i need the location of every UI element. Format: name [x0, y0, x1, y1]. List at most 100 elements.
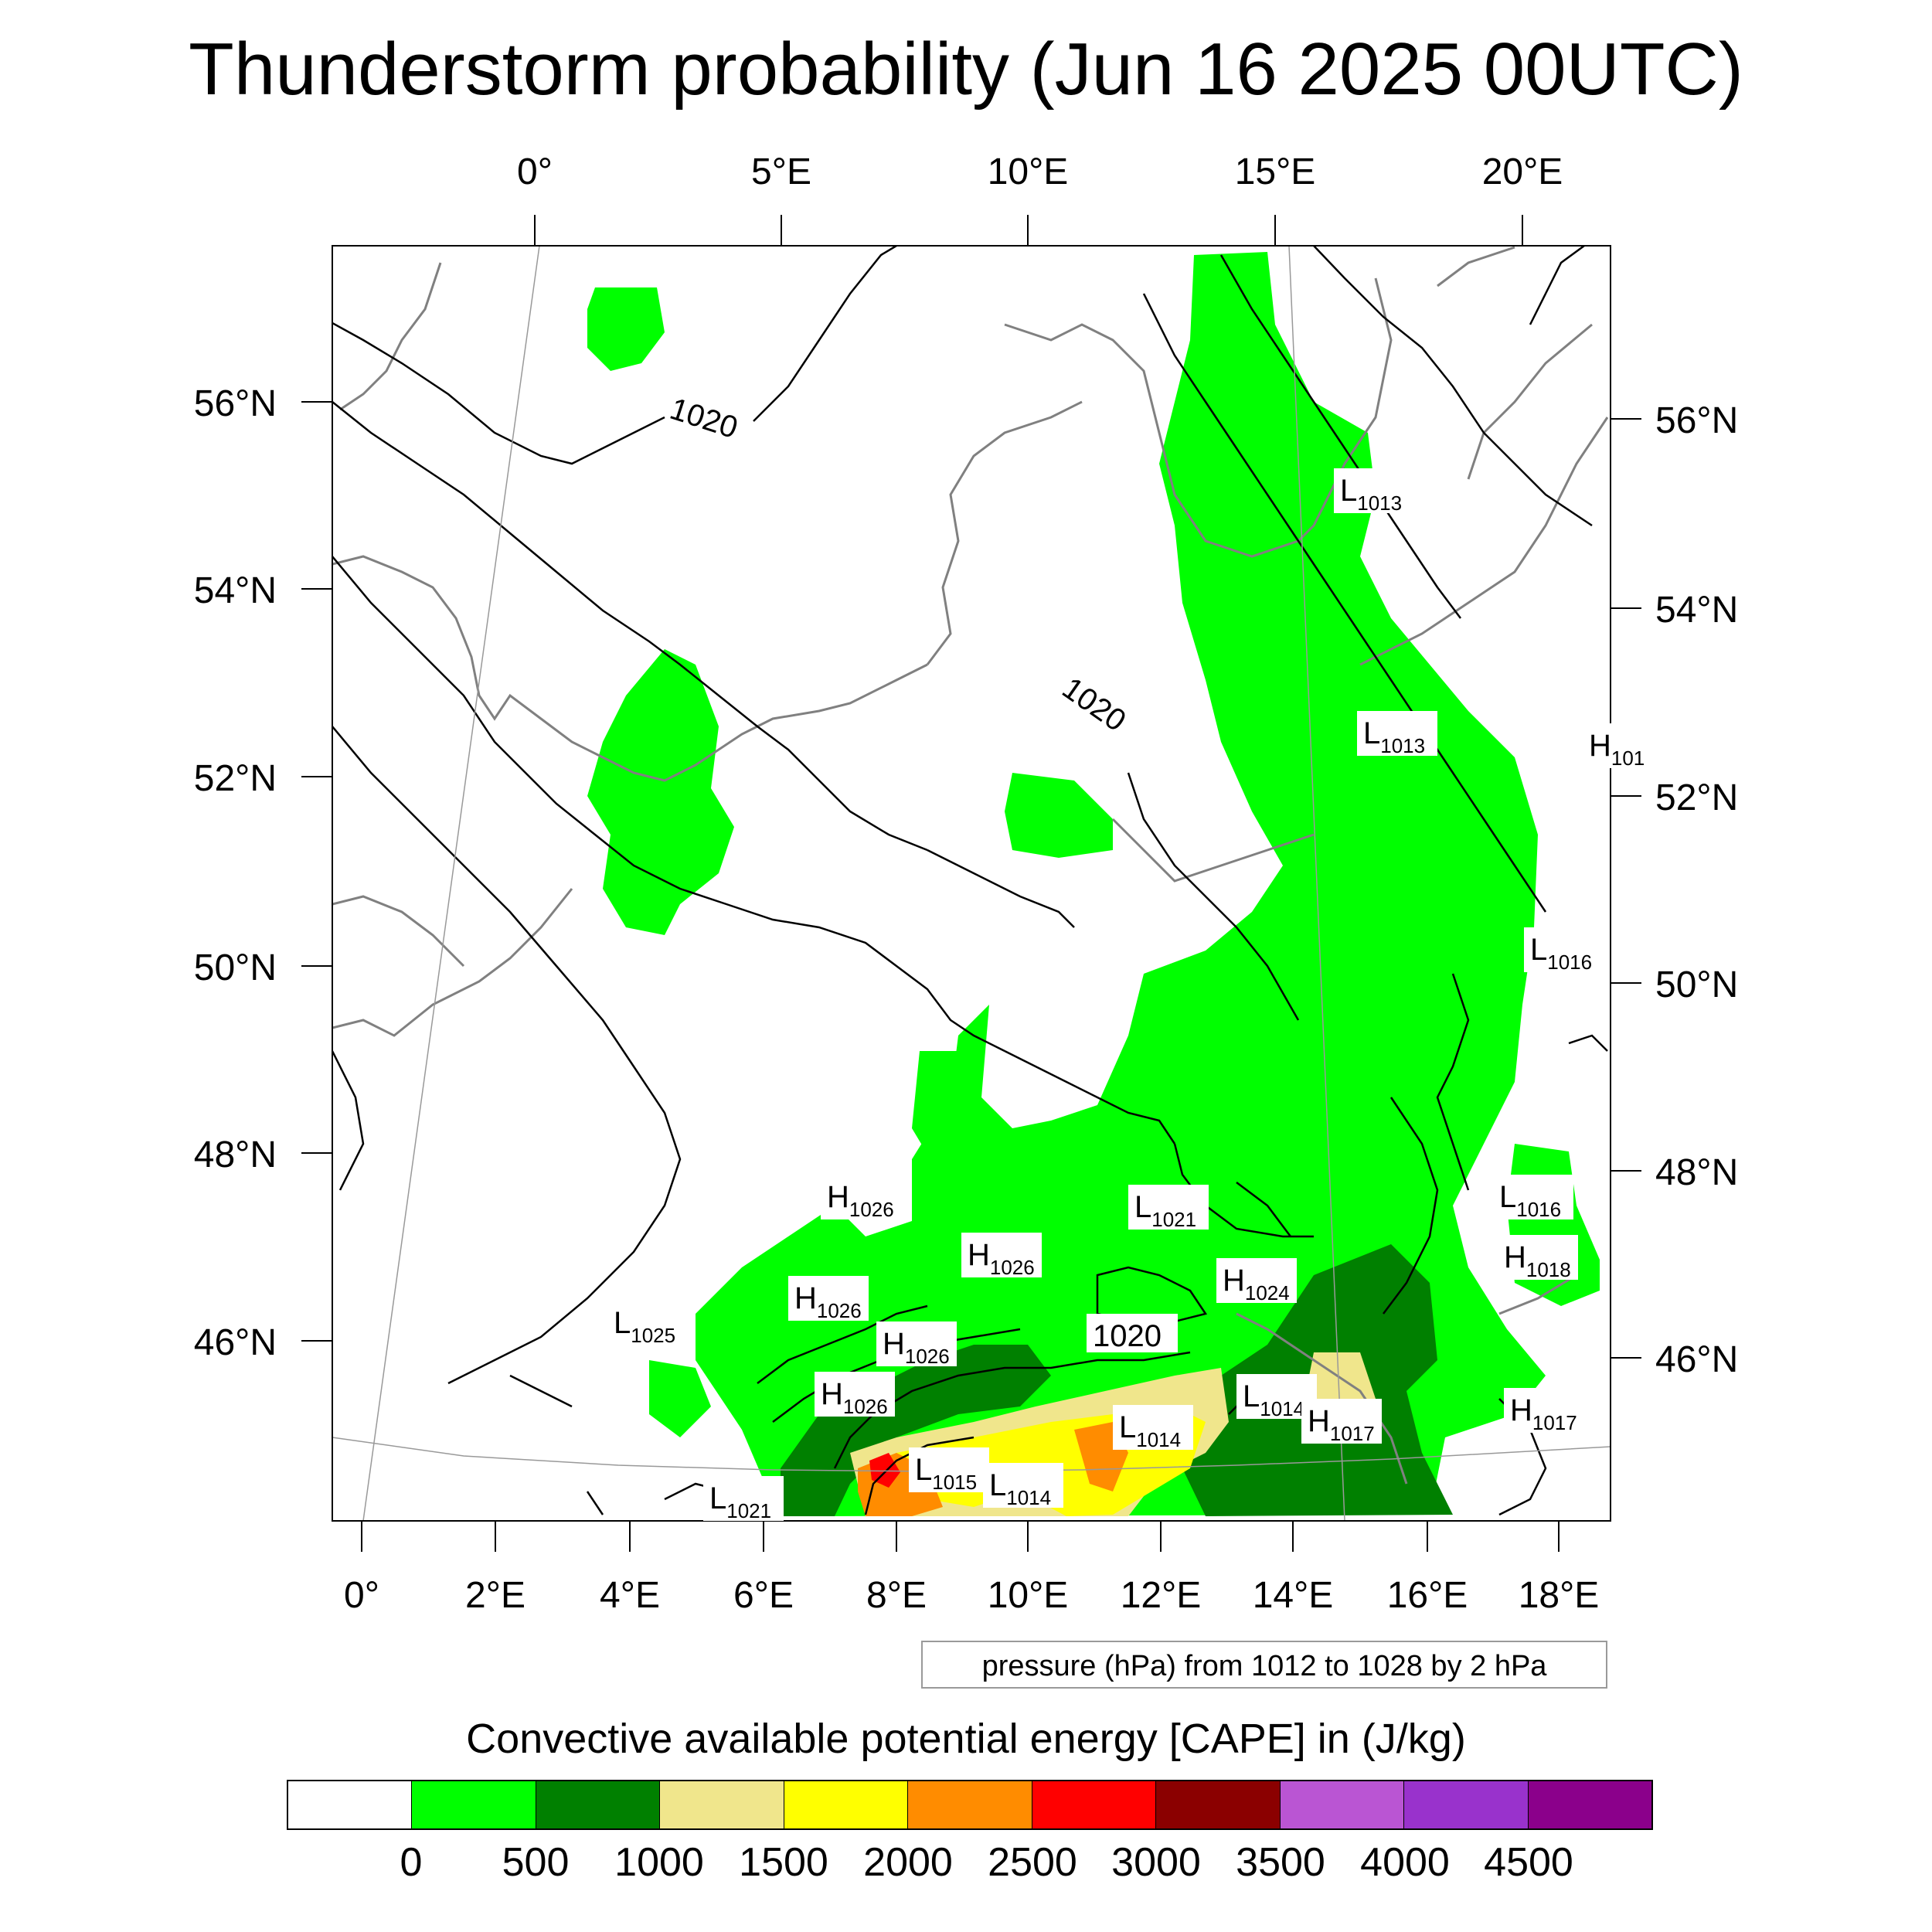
pressure-center-label: H1026 — [815, 1372, 895, 1418]
cape-region-0-500 — [696, 252, 1546, 1516]
isobar-label: 1020 — [666, 392, 742, 445]
colorbar-tick: 4000 — [1360, 1840, 1450, 1885]
svg-text:L1021: L1021 — [709, 1481, 771, 1522]
colorbar-tick: 3500 — [1236, 1840, 1325, 1885]
svg-text:H1026: H1026 — [794, 1281, 862, 1322]
svg-text:H1018: H1018 — [1504, 1240, 1571, 1281]
pressure-center-label: L1021 — [1128, 1185, 1209, 1231]
colorbar-swatch — [1156, 1781, 1281, 1828]
cape-region-0-500 — [912, 1051, 974, 1167]
colorbar-swatch — [288, 1781, 413, 1828]
svg-text:L1015: L1015 — [915, 1453, 977, 1494]
bottom-axis-label: 14°E — [1253, 1575, 1334, 1616]
cape-region-0-500 — [587, 287, 665, 371]
colorbar-swatch — [784, 1781, 909, 1828]
left-axis-labels: 56°N 54°N 52°N 50°N 48°N 46°N — [194, 383, 277, 1363]
top-axis-labels: 0° 5°E 10°E 15°E 20°E — [517, 151, 1563, 192]
pressure-center-label: H1018 — [1498, 1235, 1578, 1281]
colorbar-swatch — [536, 1781, 661, 1828]
colorbar-swatch — [908, 1781, 1032, 1828]
pressure-center-label: L1014 — [1113, 1405, 1193, 1451]
colorbar-swatch — [1528, 1781, 1651, 1828]
svg-text:H1017: H1017 — [1510, 1393, 1577, 1434]
cape-region-0-500 — [1507, 1144, 1600, 1306]
top-axis-label: 5°E — [751, 151, 811, 192]
cape-region-500-1000 — [781, 1345, 1051, 1516]
top-ticks — [534, 215, 1523, 246]
pressure-center-label: H1026 — [788, 1276, 869, 1322]
colorbar-tick: 2000 — [863, 1840, 953, 1885]
bottom-axis-label: 4°E — [600, 1575, 660, 1616]
colorbar-tick: 0 — [400, 1840, 423, 1885]
pressure-center-label: L1014 — [983, 1463, 1063, 1509]
svg-text:H1017: H1017 — [1308, 1404, 1375, 1445]
right-ticks — [1611, 418, 1641, 1359]
map-frame — [332, 245, 1611, 1522]
colorbar — [287, 1780, 1653, 1830]
pressure-center-label: L1013 — [1334, 468, 1414, 515]
svg-text:L1014: L1014 — [1243, 1379, 1304, 1420]
bottom-axis-label: 18°E — [1519, 1575, 1600, 1616]
pressure-center-label: L1014 — [1236, 1374, 1317, 1420]
top-axis-label: 10°E — [988, 151, 1069, 192]
cape-region-0-500 — [1005, 773, 1113, 858]
colorbar-swatch — [660, 1781, 784, 1828]
bottom-axis-labels: 0° 2°E 4°E 6°E 8°E 10°E 12°E 14°E 16°E 1… — [344, 1575, 1599, 1616]
svg-text:L1014: L1014 — [1119, 1410, 1181, 1451]
svg-text:H101: H101 — [1589, 729, 1645, 770]
svg-text:L1021: L1021 — [1134, 1190, 1196, 1231]
svg-text:L1016: L1016 — [1499, 1180, 1561, 1221]
pressure-center-label: H1017 — [1504, 1388, 1584, 1434]
right-axis-label: 56°N — [1655, 400, 1738, 441]
left-axis-label: 56°N — [194, 383, 277, 424]
left-ticks — [301, 401, 332, 1342]
coastlines — [332, 246, 1609, 1485]
svg-text:L1025: L1025 — [614, 1306, 675, 1347]
colorbar-tick: 4500 — [1484, 1840, 1573, 1885]
bottom-ticks — [361, 1521, 1560, 1552]
right-axis-label: 54°N — [1655, 590, 1738, 631]
isobar-label: 1020 — [1056, 671, 1132, 738]
svg-text:L1013: L1013 — [1363, 716, 1425, 757]
top-axis-label: 0° — [517, 151, 553, 192]
bottom-axis-label: 0° — [344, 1575, 379, 1616]
pressure-center-label: L1015 — [909, 1447, 989, 1494]
right-axis-labels: 56°N 54°N 52°N 50°N 48°N 46°N — [1655, 400, 1738, 1380]
pressure-center-label: H1017 — [1301, 1399, 1382, 1445]
svg-text:H1026: H1026 — [827, 1180, 894, 1221]
colorbar-title: Convective available potential energy [C… — [466, 1716, 1466, 1762]
pressure-note: pressure (hPa) from 1012 to 1028 by 2 hP… — [921, 1641, 1607, 1689]
pressure-center-label: H1026 — [876, 1321, 957, 1368]
pressure-center-label: H101 — [1583, 723, 1663, 770]
pressure-center-label: L1025 — [607, 1301, 688, 1347]
left-axis-label: 52°N — [194, 758, 277, 799]
colorbar-swatch — [412, 1781, 536, 1828]
pressure-center-label: H1024 — [1216, 1258, 1297, 1304]
bottom-axis-label: 12°E — [1121, 1575, 1202, 1616]
left-axis-label: 48°N — [194, 1134, 277, 1175]
top-axis-label: 15°E — [1235, 151, 1316, 192]
colorbar-tick: 2500 — [988, 1840, 1077, 1885]
bottom-axis-label: 8°E — [866, 1575, 927, 1616]
cape-region-0-500 — [649, 1360, 711, 1437]
bottom-axis-label: 16°E — [1387, 1575, 1468, 1616]
right-axis-label: 46°N — [1655, 1339, 1738, 1380]
pressure-center-label: L1016 — [1493, 1175, 1573, 1221]
bottom-axis-label: 10°E — [988, 1575, 1069, 1616]
pressure-centers: L1013 L1013 H101 L1016 H1026 L1021 L1016 H1026 H… — [607, 468, 1663, 1522]
right-axis-label: 52°N — [1655, 777, 1738, 818]
left-axis-label: 46°N — [194, 1322, 277, 1363]
svg-text:L1016: L1016 — [1530, 933, 1592, 974]
top-axis-label: 20°E — [1482, 151, 1563, 192]
cape-region-0-500 — [587, 649, 734, 935]
pressure-center-label: L1021 — [703, 1476, 784, 1522]
isobars — [332, 246, 1608, 1516]
pressure-center-label: L1016 — [1524, 927, 1604, 974]
isobar-label: 1020 — [1093, 1319, 1162, 1353]
colorbar-swatch — [1404, 1781, 1529, 1828]
svg-text:L1013: L1013 — [1340, 474, 1402, 515]
svg-text:H1026: H1026 — [883, 1327, 950, 1368]
left-axis-label: 54°N — [194, 570, 277, 611]
bottom-axis-label: 2°E — [465, 1575, 526, 1616]
left-axis-label: 50°N — [194, 947, 277, 988]
